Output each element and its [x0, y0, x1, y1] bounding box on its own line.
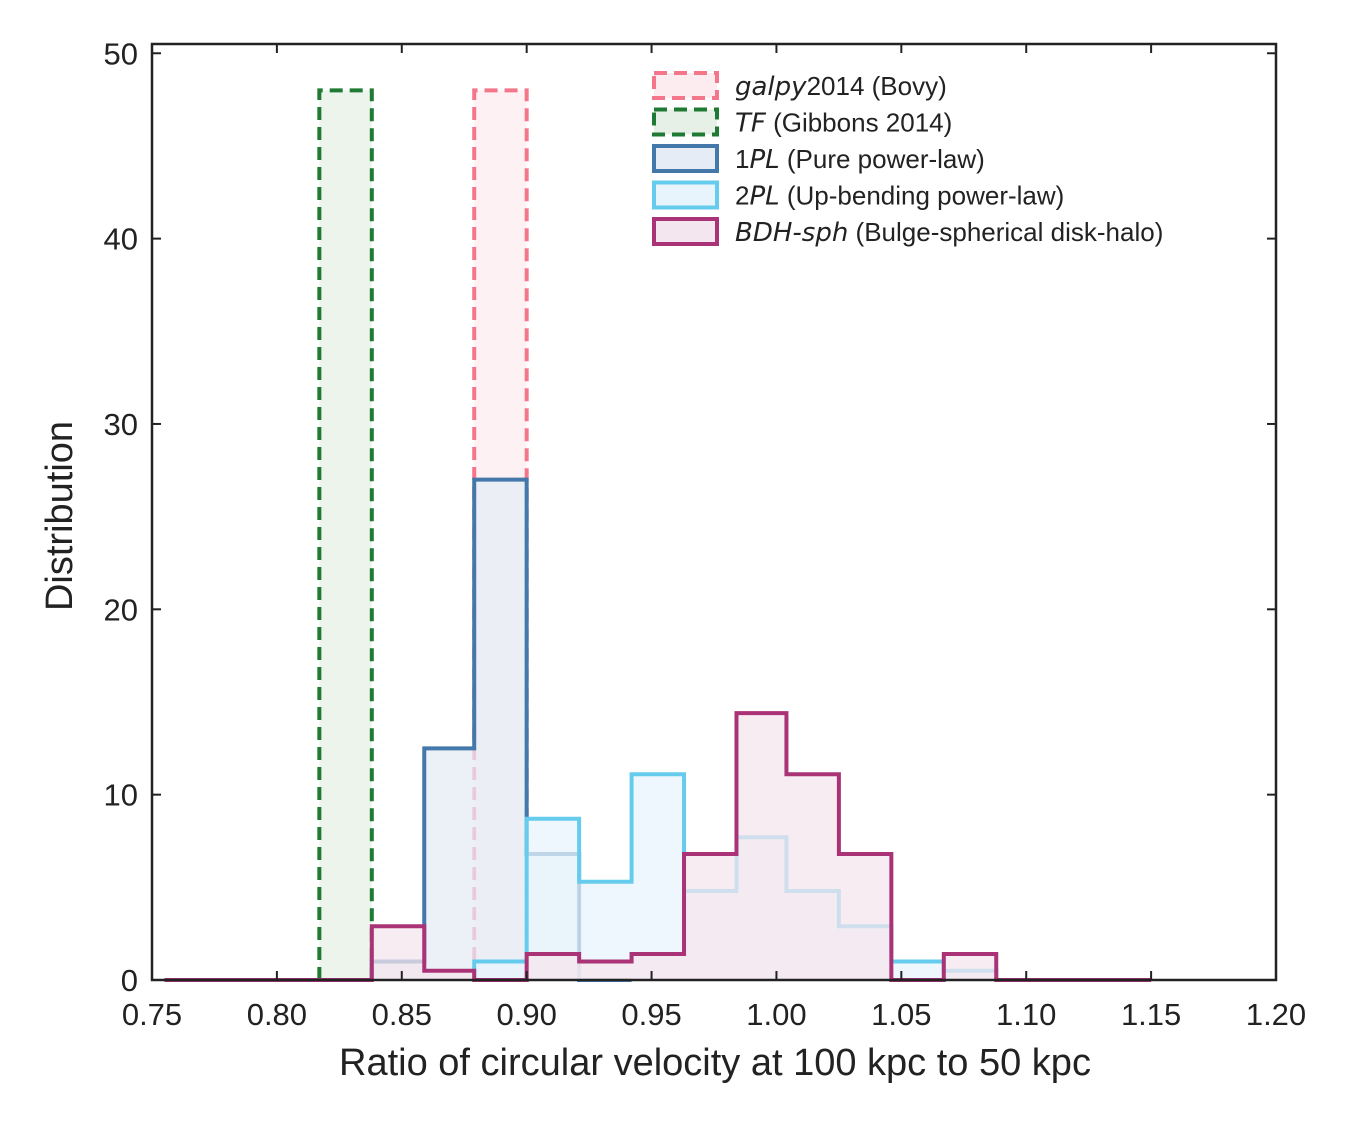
bar-bdh-8: [579, 961, 632, 980]
axis-ticks: 0.75 0.80 0.85 0.90 0.95 1.00 1.05 1.10 1.15 1.20…: [104, 36, 1307, 1032]
legend-swatch-galpy: [652, 71, 719, 100]
legend-label-1pl: 1PL (Pure power-law): [735, 144, 985, 175]
x-tick-label: 0.75: [122, 997, 182, 1032]
plot-border: [150, 42, 1278, 982]
bar-bdh-9: [631, 954, 685, 980]
y-tick-label: 40: [104, 222, 138, 257]
legend-swatch-1pl: [652, 144, 719, 173]
legend-label-galpy: galpy2014 (Bovy): [735, 71, 947, 102]
bar-bdh-4: [371, 926, 425, 980]
y-tick-label: 0: [121, 963, 138, 998]
y-tick-label: 20: [104, 592, 138, 627]
legend-swatch-tf: [652, 107, 719, 137]
y-tick-label: 10: [104, 778, 138, 813]
y-axis-label: Distribution: [39, 421, 81, 611]
x-tick-label: 0.80: [247, 997, 307, 1032]
outline-bdh: [164, 711, 1152, 982]
series-tf: [317, 88, 374, 981]
x-tick-label: 1.15: [1121, 997, 1181, 1032]
x-tick-label: 1.05: [871, 997, 931, 1032]
histogram-series-group: [164, 88, 1152, 982]
bar-bdh-5: [424, 970, 475, 980]
bar-bdh-12: [786, 774, 839, 980]
x-tick-label: 0.95: [621, 997, 681, 1032]
legend: galpy2014 (Bovy) TF (Gibbons 2014) 1PL (Pu…: [652, 71, 1163, 248]
x-tick-label: 0.90: [496, 997, 556, 1032]
legend-label-2pl: 2PL (Up-bending power-law): [735, 181, 1064, 212]
x-tick-label: 1.00: [746, 997, 806, 1032]
bar-bdh-13: [838, 853, 892, 980]
series-bdh: [164, 711, 1152, 982]
x-tick-label: 1.10: [996, 997, 1056, 1032]
axes-frame: [150, 42, 1278, 982]
bar-bdh-7: [526, 954, 580, 980]
legend-label-bdh: BDH-sph (Bulge-spherical disk-halo): [735, 217, 1163, 248]
bar-2pl-3: [631, 774, 685, 980]
y-tick-label: 50: [104, 36, 138, 71]
bar-bdh-15: [943, 954, 997, 980]
legend-swatch-2pl: [652, 180, 719, 210]
bar-2pl-8: [891, 961, 944, 980]
bar-1pl-2: [474, 479, 527, 980]
x-tick-label: 0.85: [372, 997, 432, 1032]
x-tick-label: 1.20: [1246, 997, 1306, 1032]
bar-2pl-0: [474, 961, 527, 980]
x-axis-label: Ratio of circular velocity at 100 kpc to…: [339, 1042, 1091, 1084]
bar-1pl-1: [424, 748, 475, 980]
y-tick-label: 30: [104, 407, 138, 442]
bar-bdh-11: [736, 713, 787, 980]
legend-swatch-bdh: [652, 217, 719, 246]
bar-bdh-10: [684, 853, 737, 980]
outline-tf: [317, 88, 374, 980]
legend-label-tf: TF (Gibbons 2014): [735, 108, 952, 139]
bar-tf-0: [319, 90, 372, 981]
